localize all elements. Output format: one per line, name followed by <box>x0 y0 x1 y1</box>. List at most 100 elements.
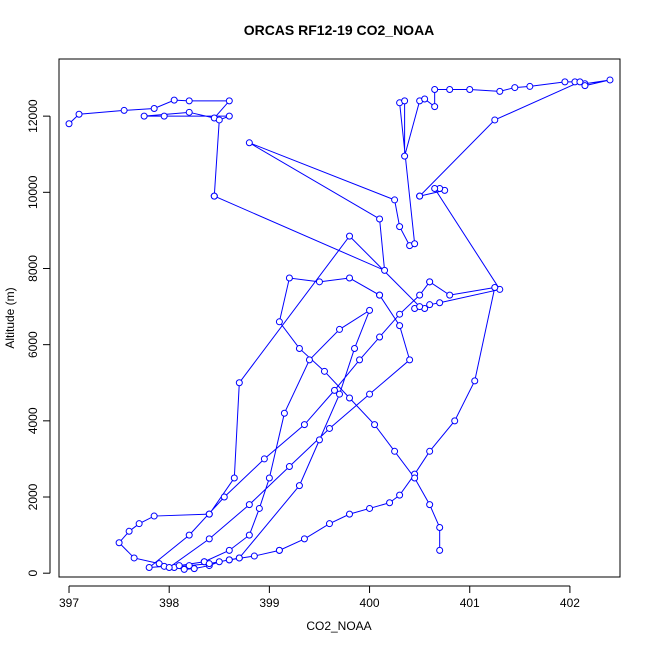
y-tick-label: 6000 <box>26 331 40 358</box>
x-tick-label: 401 <box>460 596 480 610</box>
y-tick-label: 12000 <box>26 99 40 133</box>
data-point <box>346 394 354 402</box>
data-point <box>526 82 534 90</box>
data-point <box>411 474 419 482</box>
data-point <box>426 301 434 309</box>
data-point <box>411 240 419 248</box>
data-point <box>185 108 193 116</box>
data-point <box>205 535 213 543</box>
data-point <box>235 379 243 387</box>
data-point <box>376 291 384 299</box>
data-point <box>346 510 354 518</box>
data-point <box>255 504 263 512</box>
data-point <box>496 87 504 95</box>
data-point <box>416 303 424 311</box>
x-tick-label: 402 <box>560 596 580 610</box>
data-point <box>426 278 434 286</box>
data-point <box>356 356 364 364</box>
x-tick-label: 398 <box>159 596 179 610</box>
data-point <box>175 562 183 570</box>
data-point <box>245 139 253 147</box>
data-point <box>396 322 404 330</box>
data-point <box>391 447 399 455</box>
data-point <box>346 232 354 240</box>
data-point <box>421 95 429 103</box>
data-point <box>130 554 138 562</box>
data-point <box>371 421 379 429</box>
data-point <box>305 356 313 364</box>
data-point <box>315 278 323 286</box>
data-point <box>436 546 444 554</box>
y-tick-label: 2000 <box>26 483 40 510</box>
data-point <box>396 491 404 499</box>
data-point <box>140 112 148 120</box>
data-point <box>120 106 128 114</box>
data-point <box>376 333 384 341</box>
data-point <box>135 520 143 528</box>
data-point <box>245 531 253 539</box>
data-point <box>190 565 198 573</box>
data-point <box>170 96 178 104</box>
data-point <box>275 546 283 554</box>
data-point <box>250 552 258 560</box>
x-axis-label: CO2_NOAA <box>306 619 371 633</box>
x-axis: 397 398 399 400 401 402 <box>59 585 580 610</box>
data-point <box>300 421 308 429</box>
data-point <box>426 447 434 455</box>
data-point <box>401 152 409 160</box>
data-point <box>295 344 303 352</box>
data-point <box>491 116 499 124</box>
plot-frame <box>58 58 621 578</box>
data-point <box>225 97 233 105</box>
data-point <box>491 284 499 292</box>
data-point <box>436 523 444 531</box>
data-point <box>451 417 459 425</box>
data-point <box>366 306 374 314</box>
y-tick-label: 8000 <box>26 255 40 282</box>
data-point <box>285 463 293 471</box>
data-point <box>215 116 223 124</box>
data-point <box>145 563 153 571</box>
data-point <box>225 112 233 120</box>
data-point <box>336 390 343 398</box>
data-point <box>581 82 589 90</box>
data-point <box>210 192 218 200</box>
data-point <box>406 356 414 364</box>
y-tick-label: 0 <box>26 570 40 577</box>
data-point <box>346 274 354 282</box>
data-point <box>396 310 404 318</box>
data-point <box>275 318 283 326</box>
data-point <box>466 85 474 93</box>
data-point <box>265 474 273 482</box>
data-point <box>381 266 389 274</box>
data-point <box>416 192 424 200</box>
data-point <box>215 558 223 566</box>
x-tick-label: 397 <box>59 596 79 610</box>
y-tick-label: 10000 <box>26 175 40 209</box>
data-point <box>431 185 439 192</box>
data-point <box>431 85 439 93</box>
data-point <box>165 563 173 571</box>
data-point <box>185 97 193 105</box>
data-point <box>426 501 434 509</box>
data-point <box>225 556 233 564</box>
data-point <box>205 560 213 568</box>
data-point <box>235 554 243 562</box>
data-point <box>185 531 193 539</box>
data-point <box>180 565 188 573</box>
y-tick-label: 4000 <box>26 407 40 434</box>
data-point <box>401 97 409 105</box>
data-point <box>245 501 253 509</box>
data-point <box>300 535 308 543</box>
data-point <box>225 546 233 554</box>
y-axis: 0 2000 4000 6000 8000 10000 12000 <box>26 99 51 577</box>
data-point <box>576 78 584 86</box>
data-point <box>125 527 133 535</box>
data-point <box>351 344 359 352</box>
data-point <box>366 504 374 512</box>
data-point <box>391 196 399 204</box>
chart-title: ORCAS RF12-19 CO2_NOAA <box>244 22 435 38</box>
data-point <box>511 84 519 92</box>
data-point <box>436 299 444 307</box>
